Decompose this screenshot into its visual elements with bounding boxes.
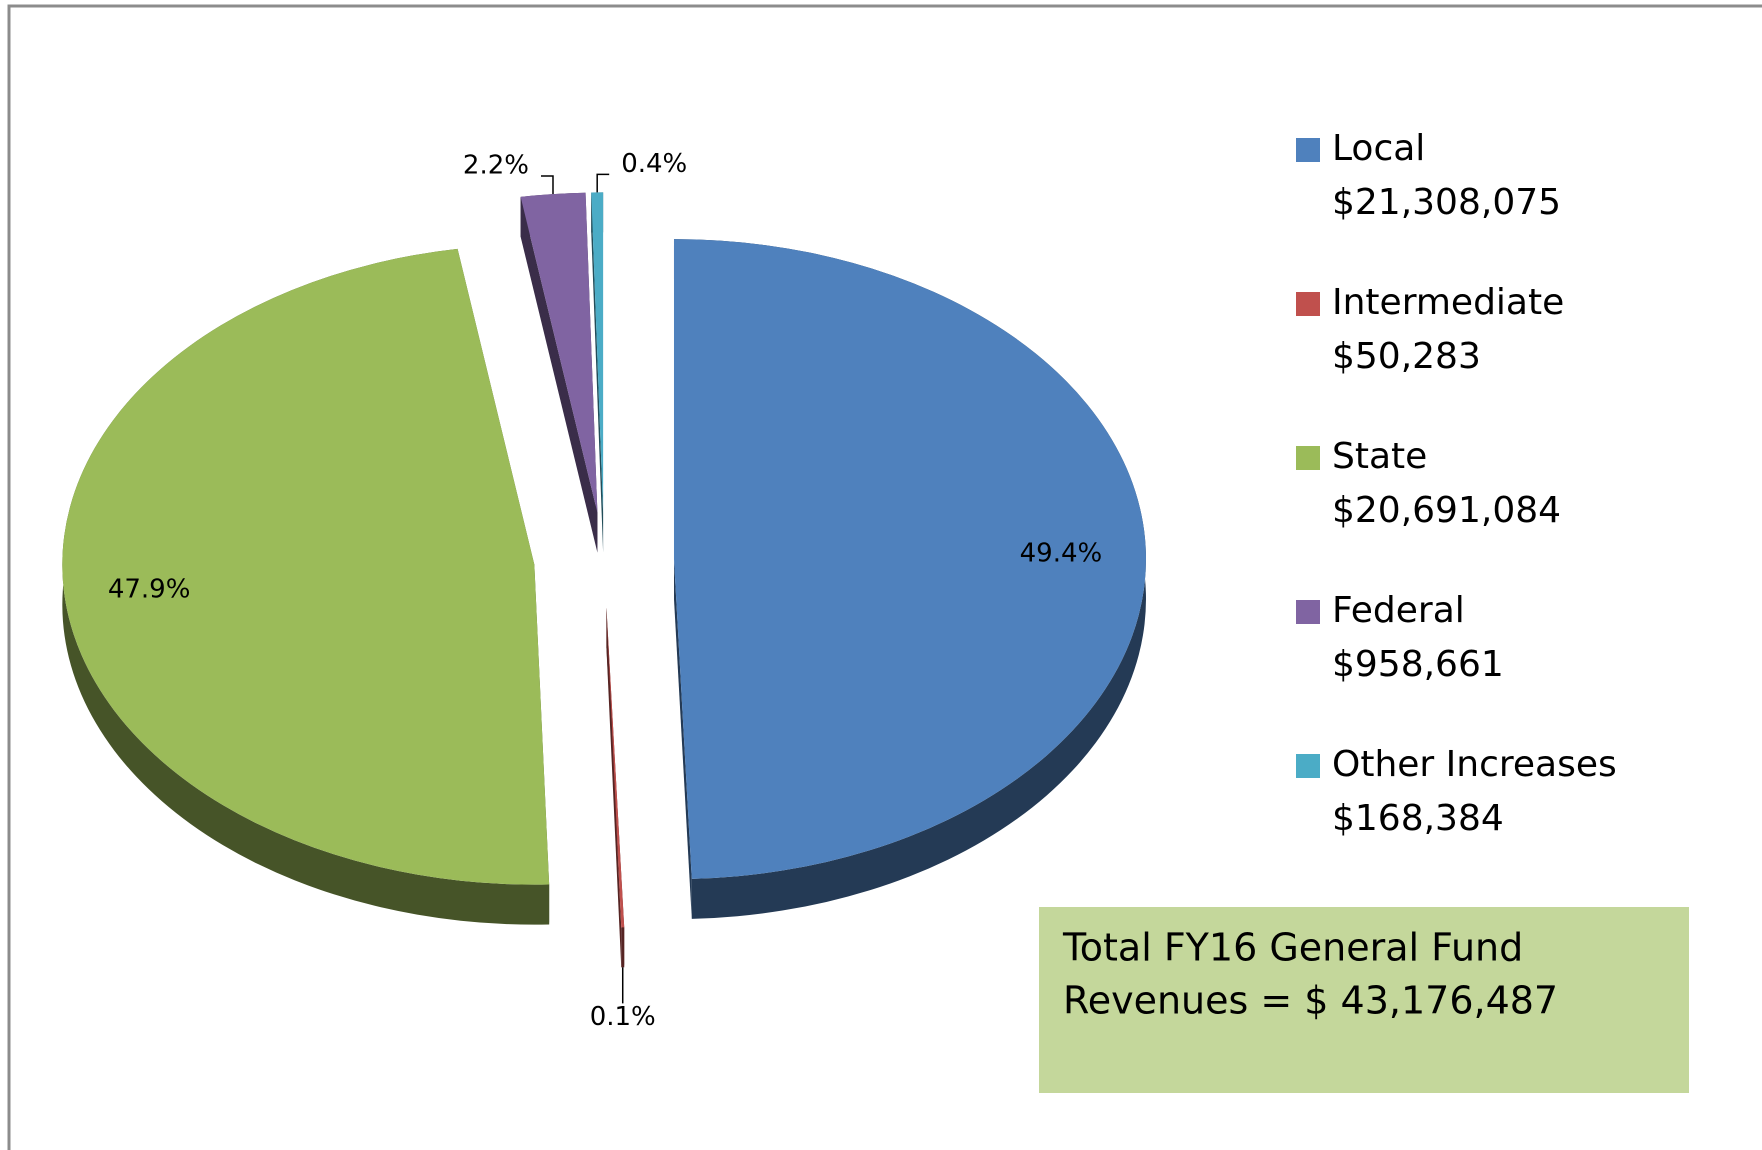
- pie-tops: [62, 192, 1146, 928]
- legend-swatch: [1296, 446, 1320, 470]
- total-line-1: Total FY16 General Fund: [1062, 926, 1523, 970]
- pie-slice: [591, 192, 604, 513]
- legend-label: State: [1332, 436, 1427, 477]
- pie-slice: [606, 607, 625, 928]
- pie-slice: [62, 248, 550, 885]
- legend-label: Intermediate: [1332, 282, 1564, 323]
- legend-swatch: [1296, 138, 1320, 162]
- slice-edge-side: [673, 559, 692, 919]
- leader-line: [540, 175, 554, 195]
- slice-outer-side: [621, 927, 625, 968]
- legend-swatch: [1296, 292, 1320, 316]
- legend-amount: $958,661: [1332, 644, 1504, 685]
- data-label: 0.1%: [590, 1002, 656, 1032]
- slice-edge-side: [591, 192, 604, 553]
- slice-edge-side: [520, 196, 598, 553]
- data-label: 49.4%: [1020, 539, 1103, 569]
- legend-amount: $168,384: [1332, 798, 1504, 839]
- legend-label: Federal: [1332, 590, 1465, 631]
- legend-swatch: [1296, 600, 1320, 624]
- data-label: 47.9%: [108, 575, 191, 605]
- slice-edge-side: [606, 607, 622, 968]
- leader-line: [596, 173, 610, 193]
- legend-amount: $21,308,075: [1332, 182, 1561, 223]
- pie-slice: [520, 192, 598, 513]
- legend-label: Other Increases: [1332, 744, 1617, 785]
- total-box: [1039, 907, 1689, 1093]
- pie-labels: 49.4% 0.1% 47.9% 2.2% 0.4%: [108, 149, 1102, 1032]
- legend-swatch: [1296, 754, 1320, 778]
- legend-amount: $50,283: [1332, 336, 1481, 377]
- total-line-2: Revenues = $ 43,176,487: [1063, 979, 1558, 1023]
- legend-label: Local: [1332, 128, 1425, 169]
- data-label: 0.4%: [621, 149, 687, 179]
- legend-amount: $20,691,084: [1332, 490, 1561, 531]
- data-label: 2.2%: [463, 151, 529, 181]
- pie-slice: [673, 239, 1146, 879]
